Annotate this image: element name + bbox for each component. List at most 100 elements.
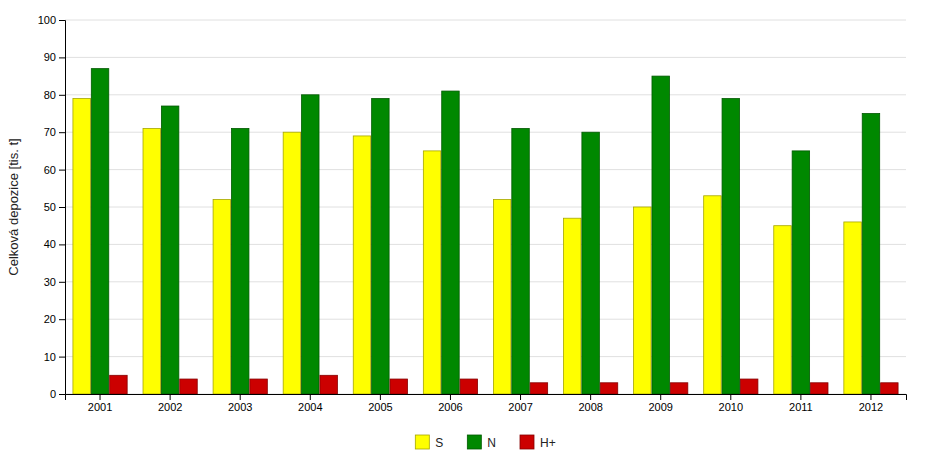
bar [213, 200, 230, 394]
bar [582, 132, 599, 394]
tick-mark [59, 207, 65, 208]
x-tick: 2012 [859, 394, 883, 413]
y-tick: 40 [44, 238, 65, 250]
bar [73, 99, 90, 394]
y-tick-label: 10 [44, 351, 56, 363]
bar [774, 226, 791, 394]
tick-mark [59, 282, 65, 283]
y-tick: 60 [44, 164, 65, 176]
legend-label: N [487, 436, 496, 450]
bar [512, 128, 529, 394]
axis-line [66, 395, 907, 401]
x-tick-label: 2005 [368, 401, 392, 413]
x-tick: 2010 [719, 394, 743, 413]
grid-line [65, 169, 906, 170]
x-tick-label: 2007 [508, 401, 532, 413]
tick-mark [59, 244, 65, 245]
legend-item: S [415, 435, 443, 450]
plot-area: 2001200220032004200520062007200820092010… [38, 14, 907, 413]
x-tick: 2011 [789, 394, 813, 413]
series [73, 99, 861, 394]
x-tick: 2003 [228, 394, 252, 413]
y-tick-label: 20 [44, 313, 56, 325]
tick-mark [730, 394, 731, 400]
y-tick: 20 [44, 313, 65, 325]
bar [600, 383, 617, 394]
tick-mark [59, 20, 65, 21]
x-tick: 2005 [368, 394, 392, 413]
x-tick-label: 2011 [789, 401, 813, 413]
tick-mark [100, 394, 101, 400]
bar [704, 196, 721, 394]
x-tick: 2007 [508, 394, 532, 413]
tick-mark [59, 95, 65, 96]
x-tick-label: 2001 [88, 401, 112, 413]
legend-label: S [435, 436, 443, 450]
y-tick-label: 60 [44, 164, 56, 176]
bar [91, 69, 108, 394]
x-tick: 2006 [438, 394, 462, 413]
x-tick-label: 2009 [648, 401, 672, 413]
tick-mark [240, 394, 241, 400]
tick-mark [310, 394, 311, 400]
x-axis: 2001 2002 2003 2004 2005 2006 2007 2008 2009 2010… [66, 394, 907, 413]
tick-mark [59, 57, 65, 58]
y-tick-label: 80 [44, 89, 56, 101]
axis-line [59, 21, 66, 395]
legend-item: H+ [520, 435, 556, 450]
bars [73, 69, 898, 394]
y-tick-label: 100 [38, 14, 56, 26]
y-tick: 0 [50, 388, 65, 400]
tick-mark [660, 394, 661, 400]
bar [353, 136, 370, 394]
bar [740, 379, 757, 394]
bar [564, 218, 581, 394]
grid-line [65, 20, 906, 21]
grid-line [65, 94, 906, 95]
x-tick: 2008 [578, 394, 602, 413]
grid-line [65, 207, 906, 208]
tick-mark [59, 319, 65, 320]
tick-mark [170, 394, 171, 400]
legend-swatch [415, 435, 429, 449]
bar [180, 379, 197, 394]
tick-mark [380, 394, 381, 400]
tick-mark [59, 357, 65, 358]
legend-item: N [467, 435, 496, 450]
y-tick: 100 [38, 14, 65, 26]
y-tick-label: 50 [44, 201, 56, 213]
bar [302, 95, 319, 394]
grid-line [65, 132, 906, 133]
y-tick-label: 40 [44, 238, 56, 250]
bar [460, 379, 477, 394]
bar [161, 106, 178, 394]
tick-mark [520, 394, 521, 400]
legend-swatch [520, 435, 534, 449]
tick-mark [590, 394, 591, 400]
tick-mark [59, 170, 65, 171]
y-axis-title: Celková depozice [tis. t] [6, 138, 21, 275]
bar [670, 383, 687, 394]
x-tick: 2002 [158, 394, 182, 413]
x-tick: 2004 [298, 394, 322, 413]
grid [65, 20, 906, 394]
bar [652, 76, 669, 394]
bar [283, 132, 300, 394]
y-axis: 0102030405060708090100 [38, 14, 66, 400]
x-tick-label: 2008 [578, 401, 602, 413]
y-tick-label: 70 [44, 126, 56, 138]
legend-swatch [467, 435, 481, 449]
bar [372, 99, 389, 394]
x-tick-label: 2003 [228, 401, 252, 413]
y-tick: 70 [44, 126, 65, 138]
y-tick: 10 [44, 351, 65, 363]
bar [231, 128, 248, 394]
bar [722, 99, 739, 394]
x-tick-label: 2004 [298, 401, 322, 413]
grid-line [65, 57, 906, 58]
bar [792, 151, 809, 394]
bar [811, 383, 828, 394]
bar [442, 91, 459, 394]
x-tick-label: 2006 [438, 401, 462, 413]
bar [423, 151, 440, 394]
